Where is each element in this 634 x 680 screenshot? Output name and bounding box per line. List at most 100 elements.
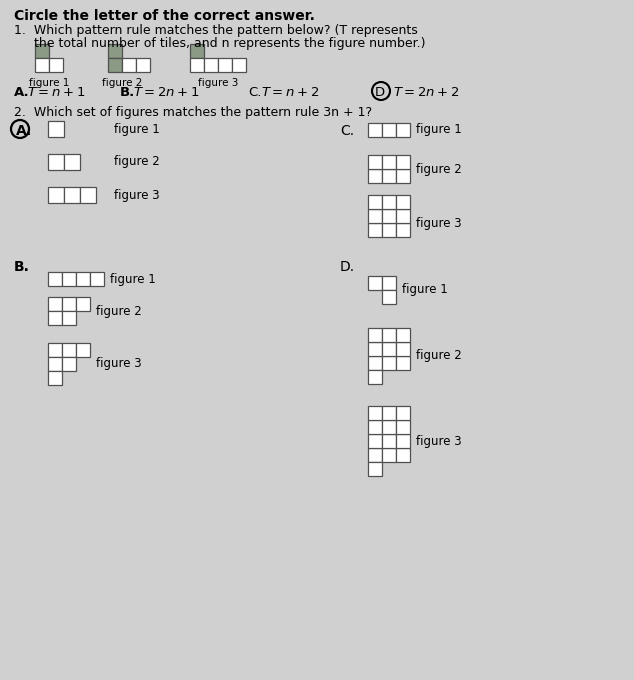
- Bar: [76, 272, 90, 286]
- Bar: [48, 311, 62, 325]
- Bar: [48, 121, 64, 137]
- Bar: [190, 58, 204, 72]
- Text: B.: B.: [14, 260, 30, 274]
- Text: figure 3: figure 3: [416, 216, 462, 230]
- Text: $T = 2n + 2$: $T = 2n + 2$: [393, 86, 460, 99]
- Bar: [136, 58, 150, 72]
- Text: A.: A.: [14, 86, 30, 99]
- Text: D: D: [375, 86, 385, 99]
- Text: 1.  Which pattern rule matches the pattern below? (T represents: 1. Which pattern rule matches the patter…: [14, 24, 418, 37]
- Text: figure 3: figure 3: [198, 78, 238, 88]
- Bar: [396, 169, 410, 183]
- Bar: [382, 290, 396, 304]
- Bar: [368, 370, 382, 384]
- Text: figure 1: figure 1: [114, 122, 160, 135]
- Bar: [382, 155, 396, 169]
- Bar: [382, 123, 396, 137]
- Bar: [62, 357, 76, 371]
- Bar: [48, 371, 62, 385]
- Text: figure 3: figure 3: [114, 188, 160, 201]
- Bar: [368, 420, 382, 434]
- Bar: [62, 297, 76, 311]
- Bar: [90, 272, 104, 286]
- Bar: [218, 58, 232, 72]
- Text: figure 3: figure 3: [96, 358, 141, 371]
- Bar: [368, 155, 382, 169]
- Bar: [76, 343, 90, 357]
- Bar: [368, 276, 382, 290]
- Bar: [48, 272, 62, 286]
- Bar: [48, 343, 62, 357]
- Bar: [190, 44, 204, 58]
- Bar: [368, 169, 382, 183]
- Text: figure 2: figure 2: [114, 156, 160, 169]
- Text: B.: B.: [120, 86, 135, 99]
- Bar: [204, 58, 218, 72]
- Bar: [382, 195, 396, 209]
- Text: figure 2: figure 2: [102, 78, 142, 88]
- Bar: [35, 58, 49, 72]
- Bar: [396, 420, 410, 434]
- Text: figure 2: figure 2: [416, 350, 462, 362]
- Bar: [382, 342, 396, 356]
- Bar: [382, 276, 396, 290]
- Bar: [368, 328, 382, 342]
- Bar: [80, 187, 96, 203]
- Bar: [396, 406, 410, 420]
- Bar: [396, 123, 410, 137]
- Text: C.: C.: [248, 86, 261, 99]
- Text: figure 3: figure 3: [416, 435, 462, 447]
- Bar: [396, 155, 410, 169]
- Bar: [382, 420, 396, 434]
- Bar: [382, 356, 396, 370]
- Bar: [122, 58, 136, 72]
- Text: A.: A.: [16, 124, 32, 138]
- Bar: [396, 448, 410, 462]
- Bar: [382, 328, 396, 342]
- Bar: [368, 406, 382, 420]
- Bar: [232, 58, 246, 72]
- Text: 2.  Which set of figures matches the pattern rule 3n + 1?: 2. Which set of figures matches the patt…: [14, 106, 372, 119]
- Bar: [35, 44, 49, 58]
- Text: $T = n + 1$: $T = n + 1$: [27, 86, 85, 99]
- Text: Circle the letter of the correct answer.: Circle the letter of the correct answer.: [14, 9, 315, 23]
- Bar: [368, 195, 382, 209]
- Bar: [76, 297, 90, 311]
- Text: D.: D.: [340, 260, 355, 274]
- Bar: [396, 342, 410, 356]
- Text: figure 1: figure 1: [416, 124, 462, 137]
- Bar: [108, 58, 122, 72]
- Text: figure 1: figure 1: [402, 284, 448, 296]
- Bar: [64, 187, 80, 203]
- Bar: [49, 58, 63, 72]
- Bar: [368, 223, 382, 237]
- Bar: [382, 169, 396, 183]
- Bar: [368, 209, 382, 223]
- Bar: [368, 356, 382, 370]
- Bar: [396, 434, 410, 448]
- Bar: [396, 195, 410, 209]
- Text: figure 2: figure 2: [416, 163, 462, 175]
- Bar: [368, 434, 382, 448]
- Bar: [382, 448, 396, 462]
- Text: the total number of tiles, and n represents the figure number.): the total number of tiles, and n represe…: [14, 37, 425, 50]
- Bar: [64, 154, 80, 170]
- Bar: [108, 44, 122, 58]
- Bar: [382, 406, 396, 420]
- Text: figure 2: figure 2: [96, 305, 142, 318]
- Bar: [48, 357, 62, 371]
- Bar: [48, 187, 64, 203]
- Bar: [382, 209, 396, 223]
- Bar: [396, 223, 410, 237]
- Bar: [62, 272, 76, 286]
- Text: $T = 2n + 1$: $T = 2n + 1$: [133, 86, 200, 99]
- Bar: [368, 123, 382, 137]
- Text: figure 1: figure 1: [110, 273, 156, 286]
- Bar: [48, 297, 62, 311]
- Bar: [62, 343, 76, 357]
- Bar: [48, 154, 64, 170]
- Bar: [368, 342, 382, 356]
- Bar: [396, 209, 410, 223]
- Bar: [396, 356, 410, 370]
- Bar: [382, 434, 396, 448]
